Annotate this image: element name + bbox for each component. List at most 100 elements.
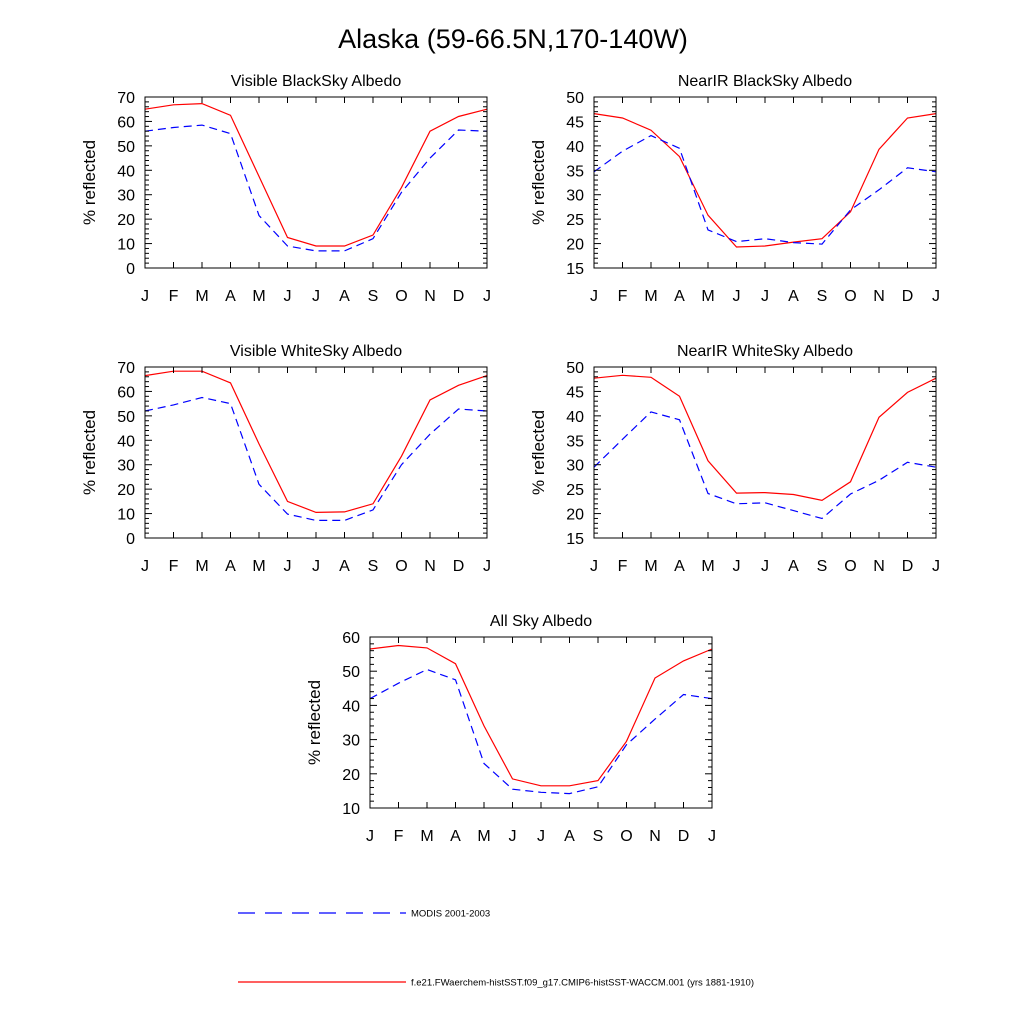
x-tick-label: J <box>590 288 598 305</box>
x-tick-label: J <box>483 288 491 305</box>
y-axis-label: % reflected <box>80 410 99 495</box>
plot-frame <box>593 96 937 269</box>
y-tick-label: 20 <box>342 767 360 784</box>
legend-model-label: f.e21.FWaerchem-histSST.f09_g17.CMIP6-hi… <box>411 978 754 989</box>
y-tick-label: 60 <box>117 114 135 131</box>
x-tick-label: J <box>312 558 320 575</box>
x-tick-label: J <box>708 828 716 845</box>
y-tick-label: 30 <box>566 458 584 475</box>
panel-title: Visible BlackSky Albedo <box>231 73 402 90</box>
y-tick-label: 25 <box>566 482 584 499</box>
y-tick-label: 50 <box>566 360 584 377</box>
x-tick-label: J <box>366 828 374 845</box>
model-series-line <box>369 644 713 787</box>
x-tick-label: S <box>368 558 379 575</box>
x-tick-label: D <box>902 288 914 305</box>
x-tick-label: D <box>678 828 690 845</box>
x-tick-label: M <box>252 288 265 305</box>
modis-series-line <box>593 411 937 520</box>
y-tick-label: 40 <box>117 433 135 450</box>
x-tick-label: S <box>368 288 379 305</box>
panel-title: Visible WhiteSky Albedo <box>230 343 402 360</box>
x-tick-label: M <box>195 558 208 575</box>
y-tick-label: 15 <box>566 531 584 548</box>
y-tick-label: 10 <box>117 237 135 254</box>
x-tick-label: F <box>169 558 179 575</box>
x-tick-label: J <box>761 558 769 575</box>
plot-frame <box>593 366 937 539</box>
x-tick-label: A <box>339 558 350 575</box>
modis-series-line <box>144 124 488 252</box>
y-tick-label: 15 <box>566 261 584 278</box>
x-tick-label: N <box>649 828 661 845</box>
x-tick-label: J <box>509 828 517 845</box>
x-tick-label: J <box>733 558 741 575</box>
x-tick-label: S <box>817 288 828 305</box>
panel-title: All Sky Albedo <box>490 613 592 630</box>
modis-series-line <box>593 134 937 245</box>
plot-frame <box>144 96 488 269</box>
x-tick-label: J <box>537 828 545 845</box>
x-tick-label: M <box>252 558 265 575</box>
x-tick-label: M <box>195 288 208 305</box>
y-tick-label: 20 <box>117 482 135 499</box>
y-axis-label: % reflected <box>305 680 324 765</box>
y-tick-label: 40 <box>117 163 135 180</box>
x-tick-label: J <box>312 288 320 305</box>
x-tick-label: M <box>644 288 657 305</box>
y-tick-label: 50 <box>566 90 584 107</box>
y-tick-label: 45 <box>566 384 584 401</box>
x-tick-label: A <box>339 288 350 305</box>
y-tick-label: 30 <box>117 188 135 205</box>
x-tick-label: A <box>450 828 461 845</box>
model-series-line <box>593 374 937 502</box>
x-tick-label: J <box>483 558 491 575</box>
x-tick-label: J <box>590 558 598 575</box>
y-axis-label: % reflected <box>529 140 548 225</box>
y-tick-label: 0 <box>126 261 135 278</box>
x-tick-label: O <box>844 558 856 575</box>
x-tick-label: F <box>394 828 404 845</box>
model-series-line <box>593 113 937 248</box>
y-tick-label: 0 <box>126 531 135 548</box>
x-tick-label: O <box>844 288 856 305</box>
modis-series-line <box>369 668 713 795</box>
y-tick-label: 30 <box>566 188 584 205</box>
x-tick-label: O <box>395 558 407 575</box>
x-tick-label: A <box>788 288 799 305</box>
x-tick-label: M <box>701 288 714 305</box>
x-tick-label: J <box>932 288 940 305</box>
legend: MODIS 2001-2003 f.e21.FWaerchem-histSST.f… <box>238 909 754 989</box>
x-tick-label: S <box>593 828 604 845</box>
x-tick-label: M <box>477 828 490 845</box>
x-tick-label: A <box>674 558 685 575</box>
x-tick-label: N <box>873 288 885 305</box>
x-tick-label: A <box>674 288 685 305</box>
x-tick-label: A <box>225 288 236 305</box>
y-tick-label: 35 <box>566 433 584 450</box>
y-tick-label: 10 <box>342 801 360 818</box>
y-tick-label: 30 <box>117 458 135 475</box>
x-tick-label: M <box>420 828 433 845</box>
x-tick-label: J <box>284 558 292 575</box>
x-tick-label: J <box>141 558 149 575</box>
x-tick-label: A <box>788 558 799 575</box>
y-tick-label: 60 <box>342 630 360 647</box>
panel-title: NearIR WhiteSky Albedo <box>677 343 853 360</box>
x-tick-label: F <box>169 288 179 305</box>
x-tick-label: M <box>701 558 714 575</box>
x-tick-label: F <box>618 288 628 305</box>
x-tick-label: J <box>733 288 741 305</box>
y-tick-label: 50 <box>117 139 135 156</box>
legend-modis-label: MODIS 2001-2003 <box>411 909 490 920</box>
plot-frame <box>369 636 713 809</box>
y-tick-label: 20 <box>566 237 584 254</box>
x-tick-label: J <box>284 288 292 305</box>
x-tick-label: J <box>141 288 149 305</box>
